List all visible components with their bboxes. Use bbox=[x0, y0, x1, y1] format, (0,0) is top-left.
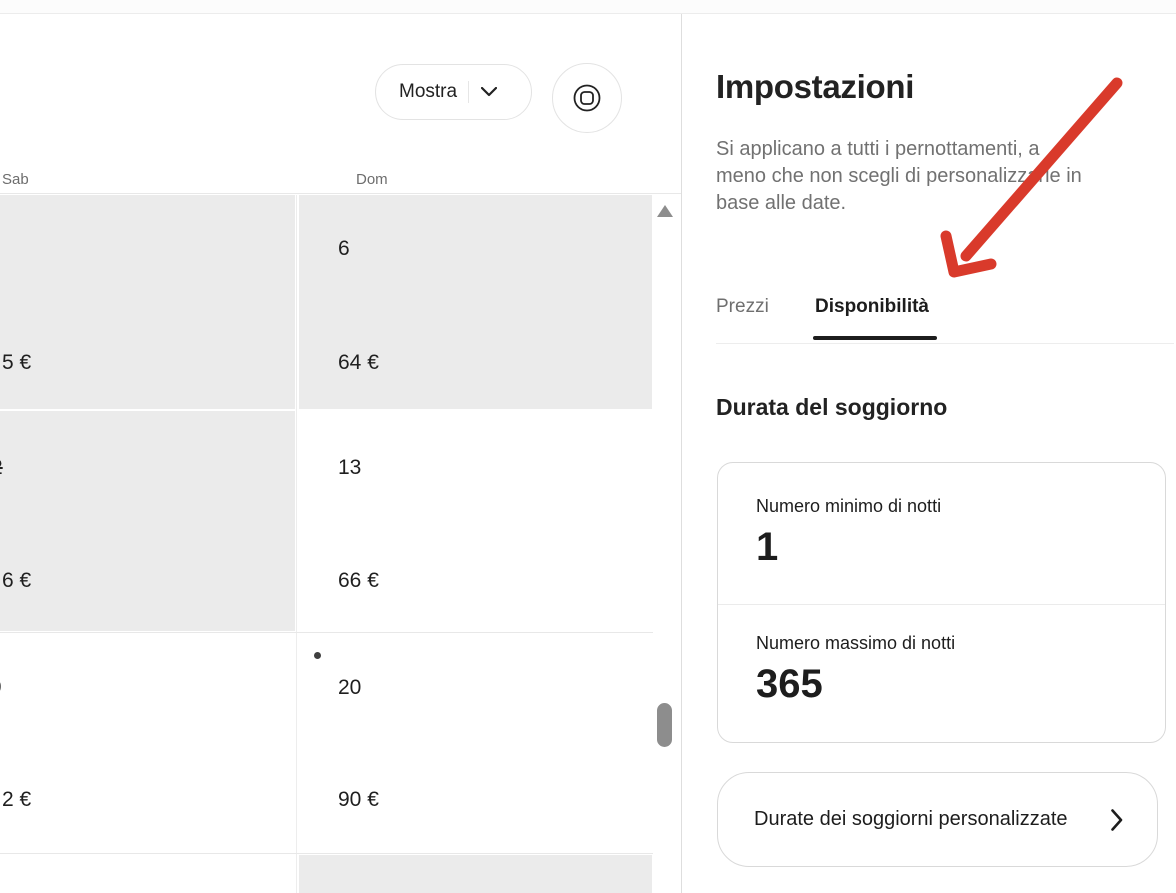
max-nights-value: 365 bbox=[756, 662, 823, 706]
max-nights-label: Numero massimo di notti bbox=[756, 633, 956, 653]
section-title: Durata del soggiorno bbox=[716, 394, 948, 420]
stay-duration-card: Numero minimo di notti 1 Numero massimo … bbox=[717, 462, 1166, 743]
calendar-cell-dom-row4[interactable] bbox=[299, 855, 652, 893]
min-nights-field[interactable]: Numero minimo di notti 1 bbox=[718, 463, 1165, 603]
min-nights-label: Numero minimo di notti bbox=[756, 496, 942, 516]
calendar-cell-dom-row1[interactable] bbox=[299, 195, 652, 409]
chevron-down-icon bbox=[481, 87, 498, 97]
card-divider bbox=[718, 604, 1165, 605]
view-toggle-button[interactable] bbox=[552, 63, 622, 133]
tab-prezzi[interactable]: Prezzi bbox=[716, 296, 769, 317]
calendar-cell-sab-row2[interactable] bbox=[0, 411, 295, 631]
day-price-partial: 6 € bbox=[2, 569, 32, 592]
calendar-cell-dom-row3[interactable] bbox=[299, 634, 652, 852]
active-tab-underline bbox=[813, 336, 937, 340]
page-title: Impostazioni bbox=[716, 68, 915, 105]
tab-disponibilita[interactable]: Disponibilità bbox=[815, 296, 929, 317]
row-divider-2-3 bbox=[0, 632, 653, 633]
max-nights-field[interactable]: Numero massimo di notti 365 bbox=[718, 604, 1165, 744]
tab-row-hairline bbox=[716, 343, 1174, 344]
note-dot bbox=[314, 652, 321, 659]
day-number-partial: 2 bbox=[0, 456, 3, 480]
description-line: Si applicano a tutti i pernottamenti, a bbox=[716, 138, 1040, 160]
custom-durations-button[interactable]: Durate dei soggiorni personalizzate bbox=[717, 772, 1158, 867]
day-header-sab: Sab bbox=[2, 171, 29, 188]
day-number: 13 bbox=[338, 456, 362, 479]
day-price-partial: 2 € bbox=[2, 788, 32, 811]
day-price: 66 € bbox=[338, 569, 379, 592]
column-divider bbox=[296, 195, 297, 893]
show-dropdown-button[interactable]: Mostra bbox=[375, 64, 532, 120]
day-price: 90 € bbox=[338, 788, 379, 811]
day-price-partial: 5 € bbox=[2, 351, 32, 374]
calendar-cell-sab-row4[interactable] bbox=[0, 855, 295, 893]
description-line: base alle date. bbox=[716, 192, 847, 214]
chevron-right-icon bbox=[1111, 808, 1123, 831]
day-price: 64 € bbox=[338, 351, 379, 374]
calendar-header-line bbox=[0, 193, 681, 194]
min-nights-value: 1 bbox=[756, 525, 779, 569]
day-number-partial: 9 bbox=[0, 676, 2, 700]
day-number: 6 bbox=[338, 237, 350, 260]
button-separator bbox=[468, 81, 470, 103]
calendar-cell-sab-row3[interactable] bbox=[0, 634, 295, 852]
scrollbar-thumb[interactable] bbox=[657, 703, 672, 747]
day-number: 20 bbox=[338, 676, 362, 699]
custom-durations-label: Durate dei soggiorni personalizzate bbox=[754, 808, 1068, 830]
scroll-up-icon[interactable] bbox=[657, 205, 673, 217]
top-divider bbox=[0, 0, 1176, 14]
panel-description: Si applicano a tutti i pernottamenti, a … bbox=[716, 136, 1168, 217]
day-header-dom: Dom bbox=[356, 171, 388, 188]
calendar-cell-dom-row2[interactable] bbox=[299, 413, 652, 632]
description-line: meno che non scegli di personalizzarle i… bbox=[716, 165, 1082, 187]
panel-divider bbox=[681, 14, 682, 893]
circle-square-icon bbox=[571, 82, 603, 114]
row-divider-3-4 bbox=[0, 853, 653, 854]
show-button-label: Mostra bbox=[399, 81, 458, 102]
calendar-cell-sab-row1[interactable] bbox=[0, 195, 295, 409]
